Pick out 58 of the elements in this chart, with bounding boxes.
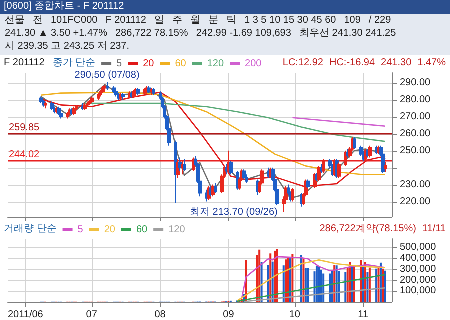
x-tick-label: 08: [154, 309, 166, 320]
legend-label: 200: [245, 58, 262, 70]
text: 11/11: [422, 223, 446, 234]
y-tick-label: 500,000: [400, 242, 437, 253]
y-tick-label: 280.00: [400, 94, 432, 106]
y-tick-label: 270.00: [400, 112, 432, 123]
text: 최우선 241.30 241.25: [298, 28, 398, 40]
legend-label: 60: [175, 58, 187, 70]
text: 1 3 5 10 15 30 45 60: [243, 15, 338, 27]
text: 109: [343, 15, 362, 27]
legend-label: 5: [78, 224, 84, 236]
text: / 229: [368, 15, 392, 27]
text: F 201112: [104, 15, 148, 27]
y-tick-label: 230.00: [400, 179, 432, 190]
annotation: 최저 213.70 (09/26): [190, 206, 278, 218]
legend-label: 60: [136, 224, 148, 236]
legend-title: 거래량 단순: [4, 223, 57, 234]
text: 241.30 ▲ 3.50 +1.47%: [4, 28, 108, 40]
text: [0600] 종합차트 - F 201112: [0, 0, 450, 14]
legend-label: 120: [207, 58, 224, 70]
chart-title: F 201112: [4, 58, 46, 68]
y-tick-label: 200,000: [400, 274, 437, 286]
y-tick-label: 220.00: [400, 196, 432, 208]
legend-label: 20: [104, 224, 116, 236]
text: 242.99 -1.69 109,693: [195, 28, 292, 40]
text: 241.30: [381, 58, 412, 68]
text: 286,722계약(78.15%): [320, 223, 416, 234]
x-tick-label: 11: [358, 309, 369, 320]
legend-label: 20: [143, 58, 155, 70]
text: 틱: [225, 15, 238, 27]
text: 1.47%: [418, 58, 446, 68]
y-tick-label: 290.00: [400, 78, 432, 89]
ref-line-label: 259.85: [9, 122, 40, 134]
legend-label: 120: [168, 224, 186, 236]
y-tick-label: 300,000: [400, 264, 437, 275]
text: 분: [207, 15, 220, 27]
text: 시 239.35 고 243.25 저 237.: [4, 41, 131, 53]
text: 전: [32, 15, 44, 27]
text: LC:12.92: [282, 58, 324, 68]
text: 선물: [4, 15, 26, 27]
y-tick-label: 400,000: [400, 252, 437, 264]
text: 286,722 78.15%: [114, 28, 190, 40]
text: 주: [171, 15, 184, 27]
x-tick-label: 07: [86, 309, 98, 320]
x-tick-label: 09: [223, 309, 235, 320]
y-tick-label: 260.00: [400, 128, 432, 140]
legend-label: 5: [116, 58, 123, 70]
legend-title: 종가 단순: [52, 58, 96, 68]
text: 101FC000: [50, 15, 99, 27]
x-tick-label: 10: [289, 309, 301, 320]
y-tick-label: 250.00: [400, 145, 432, 156]
x-tick-label: 2011/06: [8, 309, 44, 320]
text: 일: [153, 15, 166, 27]
text: HC:-16.94: [329, 58, 376, 68]
text: 월: [189, 15, 202, 27]
y-tick-label: 100,000: [400, 285, 437, 296]
ref-line-label: 244.02: [9, 150, 40, 161]
annotation: 290.50 (07/08): [74, 70, 140, 81]
